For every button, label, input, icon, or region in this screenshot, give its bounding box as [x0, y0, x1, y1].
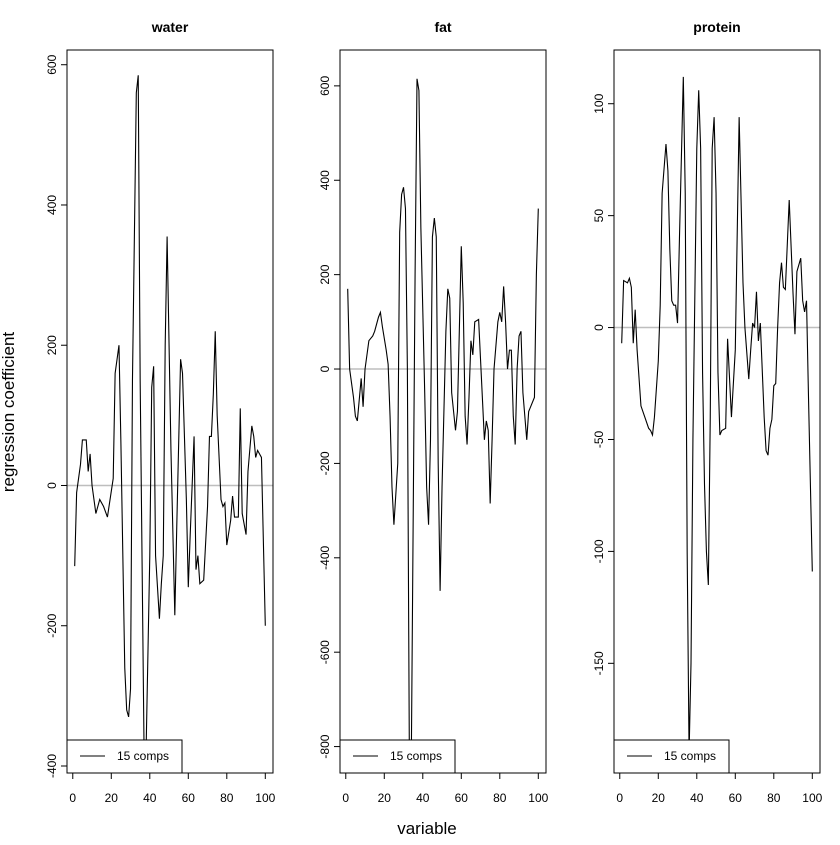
legend-box: [339, 739, 456, 774]
legend-label: 15 comps: [117, 749, 169, 763]
data-line: [347, 78, 539, 771]
y-tick-label: 600: [45, 54, 59, 74]
plot-area: [67, 75, 273, 760]
x-tick-label: 20: [105, 791, 119, 805]
x-tick-label: 80: [767, 791, 781, 805]
y-tick-label: 100: [592, 93, 606, 113]
data-line: [621, 76, 813, 753]
y-tick-label: -200: [318, 451, 332, 475]
y-tick-label: 0: [592, 324, 606, 331]
data-line: [74, 75, 266, 760]
x-tick-label: 80: [493, 791, 507, 805]
y-tick-label: -600: [318, 640, 332, 664]
y-tick-label: -100: [592, 539, 606, 563]
y-tick-label: -200: [45, 613, 59, 637]
y-tick-label: 0: [318, 365, 332, 372]
y-tick-label: 200: [318, 264, 332, 284]
plot-area: [340, 78, 546, 771]
y-tick-label: 400: [318, 170, 332, 190]
y-tick-label: 600: [318, 76, 332, 96]
panel-title: water: [151, 19, 189, 35]
y-axis-label: regression coefficient: [0, 332, 18, 493]
x-axis-label: variable: [397, 819, 457, 838]
x-tick-label: 0: [69, 791, 76, 805]
y-tick-label: -50: [592, 430, 606, 448]
y-tick-label: 0: [45, 482, 59, 489]
x-tick-label: 0: [616, 791, 623, 805]
x-tick-label: 100: [528, 791, 548, 805]
x-tick-label: 60: [455, 791, 469, 805]
plot-area: [614, 76, 820, 753]
x-tick-label: 60: [729, 791, 743, 805]
y-tick-label: 400: [45, 195, 59, 215]
y-tick-label: -800: [318, 734, 332, 758]
legend-label: 15 comps: [664, 749, 716, 763]
legend-box: [613, 739, 730, 774]
x-tick-label: 20: [652, 791, 666, 805]
legend-label: 15 comps: [390, 749, 442, 763]
x-tick-label: 100: [802, 791, 822, 805]
y-tick-label: 50: [592, 209, 606, 223]
x-tick-label: 80: [220, 791, 234, 805]
x-tick-label: 0: [342, 791, 349, 805]
panel-title: fat: [434, 19, 451, 35]
x-tick-label: 40: [416, 791, 430, 805]
x-tick-label: 60: [182, 791, 196, 805]
y-tick-label: -150: [592, 651, 606, 675]
y-tick-label: -400: [318, 545, 332, 569]
y-tick-label: -400: [45, 754, 59, 778]
x-tick-label: 20: [378, 791, 392, 805]
x-tick-label: 100: [255, 791, 275, 805]
y-tick-label: 200: [45, 335, 59, 355]
x-tick-label: 40: [690, 791, 704, 805]
x-tick-label: 40: [143, 791, 157, 805]
panel-title: protein: [693, 19, 740, 35]
